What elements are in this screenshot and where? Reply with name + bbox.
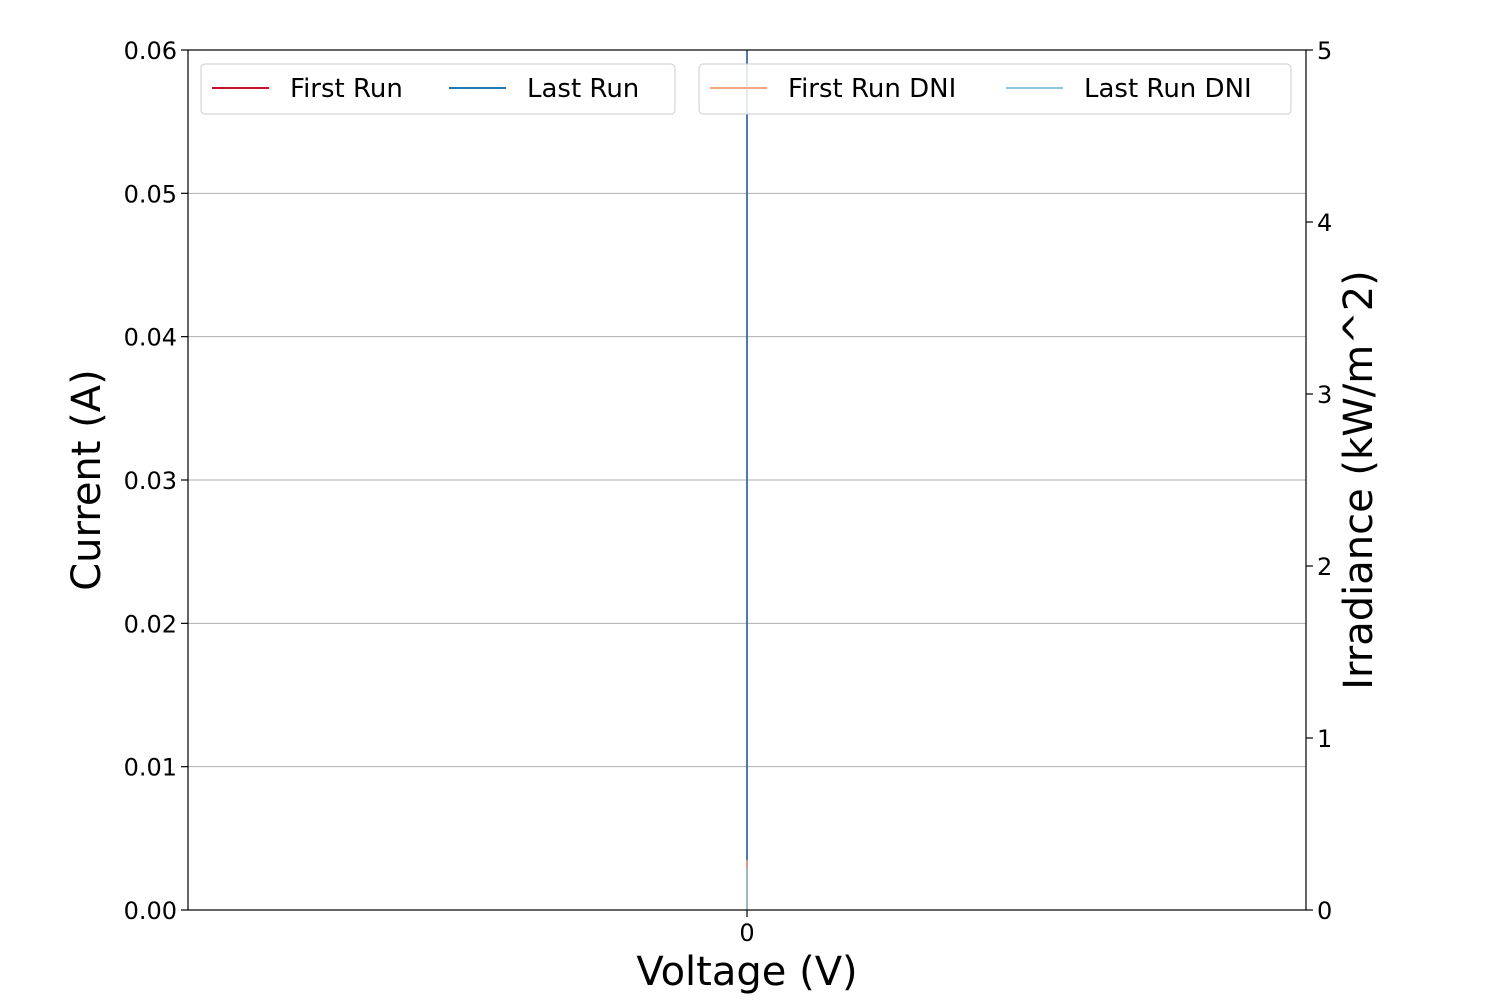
- legend-box: [200, 63, 676, 115]
- y-tick-label: 0.00: [124, 897, 177, 925]
- y-tick-label: 0.03: [124, 467, 177, 495]
- legend-right: First Run DNI Last Run DNI: [698, 63, 1292, 115]
- y2-tick-label: 2: [1317, 553, 1332, 581]
- y2-tick-label: 4: [1317, 209, 1332, 237]
- legend-label: Last Run DNI: [1084, 74, 1252, 104]
- y-axis-title: Current (A): [64, 369, 110, 591]
- y2-tick-label: 3: [1317, 381, 1332, 409]
- y-tick-label: 0.06: [124, 37, 177, 65]
- y2-tick-label: 0: [1317, 897, 1332, 925]
- legend-left: First Run Last Run: [200, 63, 676, 115]
- y-tick-label: 0.02: [124, 610, 177, 638]
- legend-label: First Run: [290, 74, 403, 104]
- ticks: 0.00 0.01 0.02 0.03 0.04 0.05 0.06 0 0 1 2 3 4 5: [124, 37, 1333, 947]
- x-tick-label: 0: [739, 919, 754, 947]
- legend-label: Last Run: [527, 74, 639, 104]
- y2-tick-label: 5: [1317, 37, 1332, 65]
- y-tick-label: 0.05: [124, 180, 177, 208]
- y2-axis-title: Irradiance (kW/m^2): [1336, 270, 1382, 690]
- y-tick-label: 0.01: [124, 754, 177, 782]
- y-tick-label: 0.04: [124, 324, 177, 352]
- legend-box: [698, 63, 1292, 115]
- y2-tick-label: 1: [1317, 725, 1332, 753]
- legend-label: First Run DNI: [788, 74, 956, 104]
- x-axis-title: Voltage (V): [636, 949, 857, 995]
